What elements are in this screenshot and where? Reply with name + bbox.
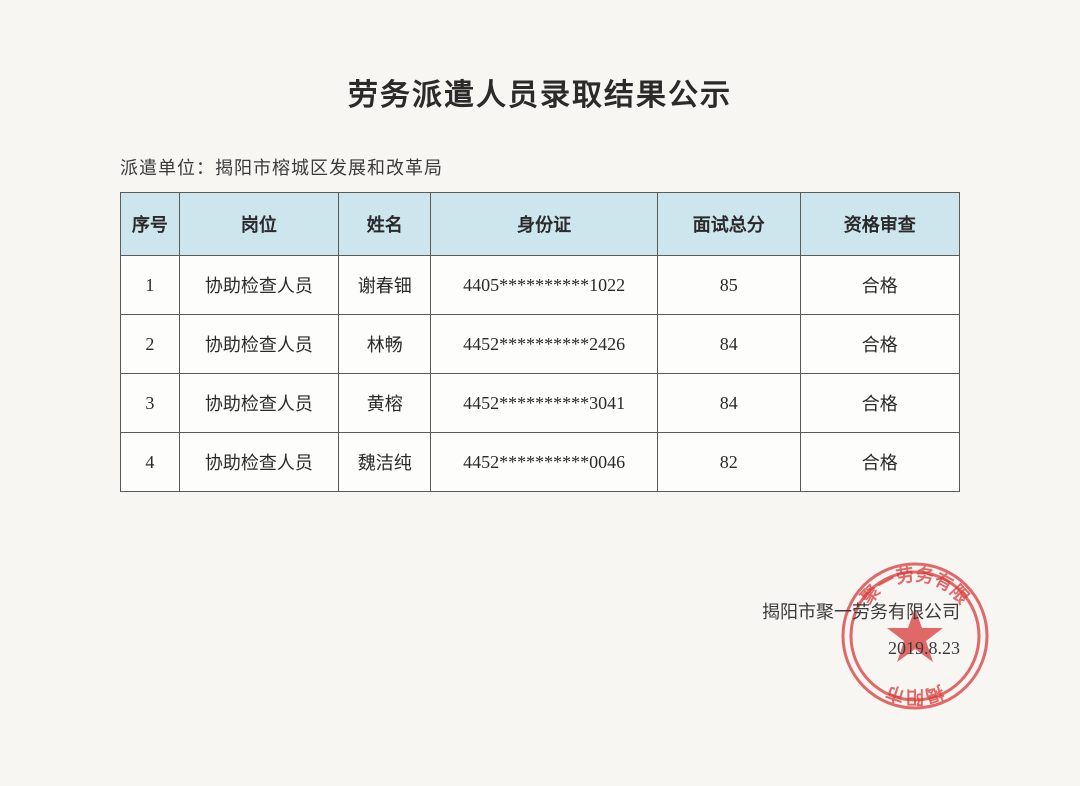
table-row: 3 协助检查人员 黄榕 4452**********3041 84 合格	[121, 374, 960, 433]
cell-qual: 合格	[800, 256, 959, 315]
footer-block: 揭阳市聚一劳务有限公司 2019.8.23	[762, 594, 960, 666]
cell-name: 黄榕	[339, 374, 431, 433]
cell-qual: 合格	[800, 315, 959, 374]
cell-score: 84	[657, 374, 800, 433]
col-header-id: 身份证	[431, 193, 658, 256]
table-body: 1 协助检查人员 谢春钿 4405**********1022 85 合格 2 …	[121, 256, 960, 492]
dispatch-unit-line: 派遣单位：揭阳市榕城区发展和改革局	[120, 154, 960, 180]
col-header-seq: 序号	[121, 193, 180, 256]
cell-position: 协助检查人员	[179, 374, 338, 433]
svg-text:揭阳市: 揭阳市	[883, 681, 946, 707]
cell-id: 4452**********3041	[431, 374, 658, 433]
cell-score: 85	[657, 256, 800, 315]
cell-score: 82	[657, 433, 800, 492]
cell-position: 协助检查人员	[179, 315, 338, 374]
table-header-row: 序号 岗位 姓名 身份证 面试总分 资格审查	[121, 193, 960, 256]
cell-seq: 3	[121, 374, 180, 433]
table-row: 4 协助检查人员 魏洁纯 4452**********0046 82 合格	[121, 433, 960, 492]
cell-seq: 2	[121, 315, 180, 374]
col-header-name: 姓名	[339, 193, 431, 256]
table-row: 2 协助检查人员 林畅 4452**********2426 84 合格	[121, 315, 960, 374]
col-header-qual: 资格审查	[800, 193, 959, 256]
cell-score: 84	[657, 315, 800, 374]
issue-date: 2019.8.23	[762, 630, 960, 666]
table-row: 1 协助检查人员 谢春钿 4405**********1022 85 合格	[121, 256, 960, 315]
company-name: 揭阳市聚一劳务有限公司	[762, 594, 960, 630]
cell-id: 4452**********2426	[431, 315, 658, 374]
cell-seq: 1	[121, 256, 180, 315]
document-title: 劳务派遣人员录取结果公示	[120, 70, 960, 114]
col-header-position: 岗位	[179, 193, 338, 256]
dispatch-unit-value: 揭阳市榕城区发展和改革局	[215, 158, 443, 178]
cell-seq: 4	[121, 433, 180, 492]
cell-id: 4405**********1022	[431, 256, 658, 315]
cell-name: 魏洁纯	[339, 433, 431, 492]
col-header-score: 面试总分	[657, 193, 800, 256]
cell-qual: 合格	[800, 433, 959, 492]
cell-position: 协助检查人员	[179, 433, 338, 492]
cell-qual: 合格	[800, 374, 959, 433]
dispatch-unit-label: 派遣单位：	[120, 158, 215, 178]
cell-name: 林畅	[339, 315, 431, 374]
cell-name: 谢春钿	[339, 256, 431, 315]
cell-id: 4452**********0046	[431, 433, 658, 492]
cell-position: 协助检查人员	[179, 256, 338, 315]
results-table: 序号 岗位 姓名 身份证 面试总分 资格审查 1 协助检查人员 谢春钿 4405…	[120, 192, 960, 492]
